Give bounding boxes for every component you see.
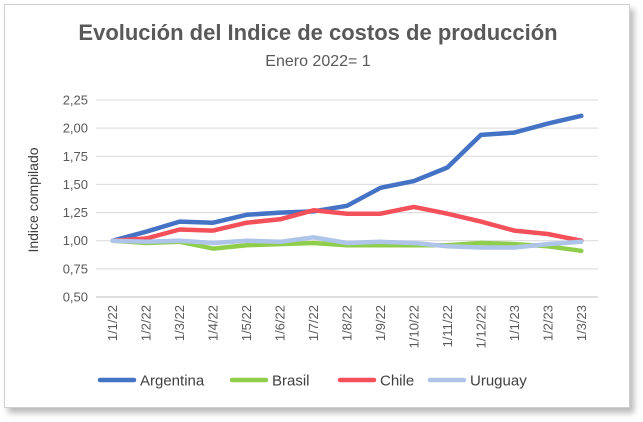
y-tick-label: 1,00 bbox=[63, 233, 88, 248]
y-tick-label: 0,75 bbox=[63, 261, 88, 276]
x-tick-label: 1/3/22 bbox=[172, 305, 187, 341]
y-tick-label: 1,75 bbox=[63, 149, 88, 164]
x-tick-label: 1/12/22 bbox=[473, 305, 488, 348]
x-tick-label: 1/1/23 bbox=[507, 305, 522, 341]
series-line-chile bbox=[110, 204, 584, 243]
x-tick-label: 1/7/22 bbox=[306, 305, 321, 341]
x-tick-label: 1/10/22 bbox=[406, 305, 421, 348]
series-line-uruguay bbox=[110, 235, 584, 250]
x-tick-label: 1/3/23 bbox=[574, 305, 589, 341]
legend-label-brasil: Brasil bbox=[272, 373, 310, 390]
y-tick-label: 1,25 bbox=[63, 205, 88, 220]
chart-card bbox=[4, 4, 630, 408]
legend-label-chile: Chile bbox=[380, 373, 414, 390]
x-tick-label: 1/2/23 bbox=[540, 305, 555, 341]
x-tick-label: 1/11/22 bbox=[440, 305, 455, 347]
x-tick-label: 1/5/22 bbox=[239, 305, 254, 341]
x-tick-label: 1/9/22 bbox=[373, 305, 388, 341]
x-tick-label: 1/8/22 bbox=[340, 305, 355, 341]
y-tick-label: 2,25 bbox=[63, 93, 88, 108]
legend-label-argentina: Argentina bbox=[140, 373, 205, 390]
x-tick-label: 1/6/22 bbox=[273, 305, 288, 341]
legend-label-uruguay: Uruguay bbox=[470, 373, 527, 390]
x-tick-label: 1/2/22 bbox=[139, 305, 154, 341]
series-line-argentina bbox=[110, 113, 584, 243]
y-tick-label: 2,00 bbox=[63, 121, 88, 136]
x-tick-label: 1/1/22 bbox=[105, 305, 120, 341]
y-axis-label: Indice compilado bbox=[25, 147, 41, 252]
x-tick-label: 1/4/22 bbox=[206, 305, 221, 341]
chart-title: Evolución del Indice de costos de produc… bbox=[78, 20, 557, 45]
y-tick-label: 0,50 bbox=[63, 290, 88, 305]
chart-subtitle: Enero 2022= 1 bbox=[265, 53, 371, 70]
y-tick-label: 1,50 bbox=[63, 177, 88, 192]
